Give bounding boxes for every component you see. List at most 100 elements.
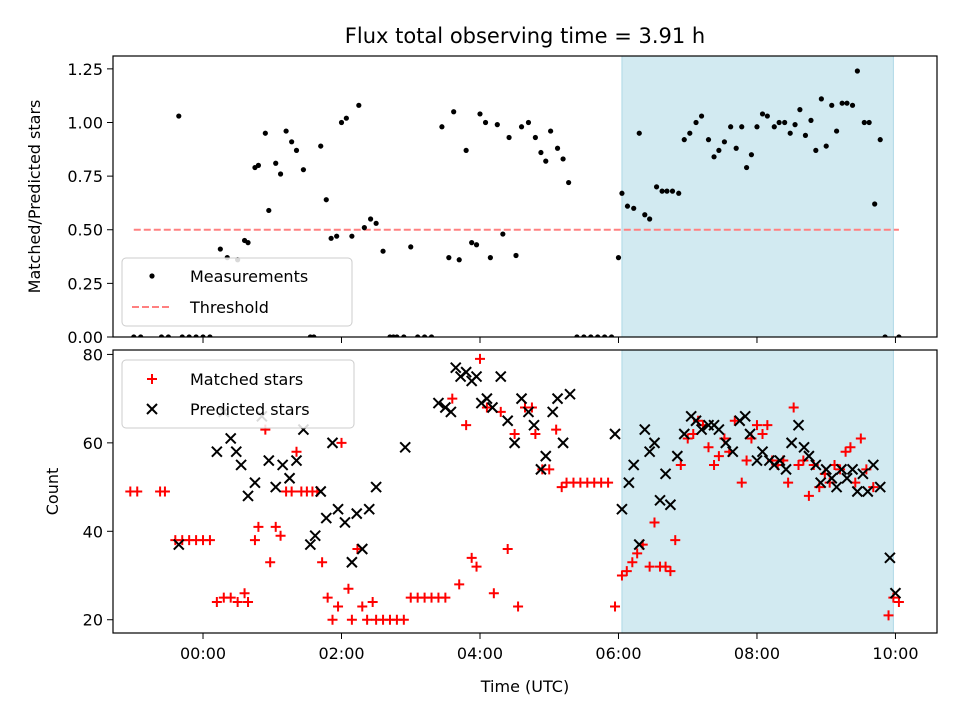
predicted-point	[739, 410, 751, 423]
measurement-point	[693, 119, 699, 126]
measurement-point	[367, 216, 374, 222]
measurement-point	[373, 220, 379, 226]
matched-point	[454, 579, 465, 590]
predicted-point	[249, 476, 261, 489]
measurement-point	[513, 252, 519, 259]
x-axis-label: Time (UTC)	[480, 677, 569, 696]
legend: Matched stars Predicted stars	[121, 359, 355, 429]
predicted-point	[339, 516, 351, 529]
matched-point	[471, 561, 482, 572]
measurement-point	[494, 122, 500, 128]
measurement-point	[328, 235, 334, 241]
measurement-point	[833, 128, 840, 134]
matched-point	[670, 535, 681, 546]
measurement-point	[764, 113, 770, 119]
panel-ratio: 0.00 0.25 0.50 0.75 1.00 1.25 Matched/Predicte…	[25, 55, 938, 347]
measurement-point	[283, 128, 289, 134]
measurement-point	[415, 334, 421, 337]
matched-point	[398, 614, 409, 625]
measurement-point	[733, 145, 739, 151]
measurement-point	[300, 167, 307, 173]
matched-point	[327, 614, 338, 625]
matched-point	[232, 597, 243, 608]
predicted-point	[535, 463, 547, 476]
measurement-point	[421, 334, 428, 337]
measurement-point	[311, 334, 317, 337]
matched-point	[660, 561, 671, 572]
matched-point	[336, 437, 347, 448]
measurement-point	[158, 334, 165, 337]
predicted-point	[798, 441, 810, 453]
matched-point	[440, 592, 451, 603]
measurement-point	[776, 119, 782, 126]
matched-point	[362, 614, 373, 625]
matched-point	[616, 570, 627, 581]
measurement-point	[473, 242, 480, 248]
predicted-point	[874, 481, 886, 493]
matched-point	[665, 566, 676, 577]
predicted-point	[623, 476, 635, 489]
measurement-point	[642, 212, 648, 218]
predicted-point	[564, 388, 576, 400]
matched-point	[741, 455, 752, 466]
predicted-point	[835, 463, 848, 476]
predicted-point	[671, 450, 684, 462]
matched-point	[286, 486, 297, 497]
matched-point	[343, 583, 354, 594]
matched-point	[703, 442, 714, 453]
y-axis-label: Matched/Predicted stars	[25, 100, 44, 294]
matched-point	[675, 459, 686, 470]
measurement-point	[349, 233, 355, 239]
measurement-point	[669, 188, 676, 194]
predicted-point	[557, 437, 569, 449]
measurement-point	[262, 130, 268, 136]
measurement-point	[681, 137, 687, 143]
predicted-point	[830, 481, 843, 493]
predicted-point	[751, 454, 763, 467]
predicted-point	[639, 423, 651, 436]
y-tick-label: 0.00	[67, 328, 103, 347]
predicted-point	[814, 476, 827, 489]
measurement-point	[401, 334, 407, 337]
measurement-point	[653, 184, 660, 190]
measurement-point	[823, 143, 829, 149]
measurement-point	[664, 188, 670, 194]
matched-point	[751, 420, 762, 431]
predicted-point	[616, 503, 628, 515]
predicted-point	[654, 494, 666, 507]
matched-point	[243, 597, 254, 608]
measurement-point	[217, 246, 223, 252]
y-tick-label: 0.75	[67, 167, 103, 186]
measurement-point	[595, 334, 601, 337]
y-tick-label: 80	[83, 345, 103, 364]
predicted-point	[857, 468, 869, 480]
measurement-point	[525, 119, 532, 126]
predicted-point	[884, 552, 896, 564]
predicted-point	[690, 415, 702, 427]
matched-point	[736, 477, 747, 488]
predicted-point	[643, 445, 656, 458]
matched-point	[509, 429, 520, 440]
matched-point	[461, 420, 472, 431]
measurement-point	[560, 156, 566, 162]
measurement-point	[200, 334, 206, 337]
predicted-point	[664, 499, 677, 511]
measurement-point	[676, 190, 682, 196]
measurement-point	[619, 190, 625, 196]
predicted-point	[528, 419, 540, 431]
predicted-point	[695, 423, 708, 436]
measurement-point	[818, 96, 824, 102]
predicted-point	[270, 481, 282, 493]
predicted-point	[846, 463, 859, 476]
measurement-point	[463, 147, 469, 153]
matched-point	[544, 464, 555, 475]
matched-point	[211, 597, 222, 608]
legend-box	[121, 359, 355, 429]
predicted-point	[211, 445, 223, 458]
measurement-point	[548, 128, 554, 134]
predicted-point	[862, 485, 874, 498]
predicted-point	[283, 472, 296, 484]
matched-point	[649, 517, 660, 528]
matched-point	[793, 459, 804, 470]
